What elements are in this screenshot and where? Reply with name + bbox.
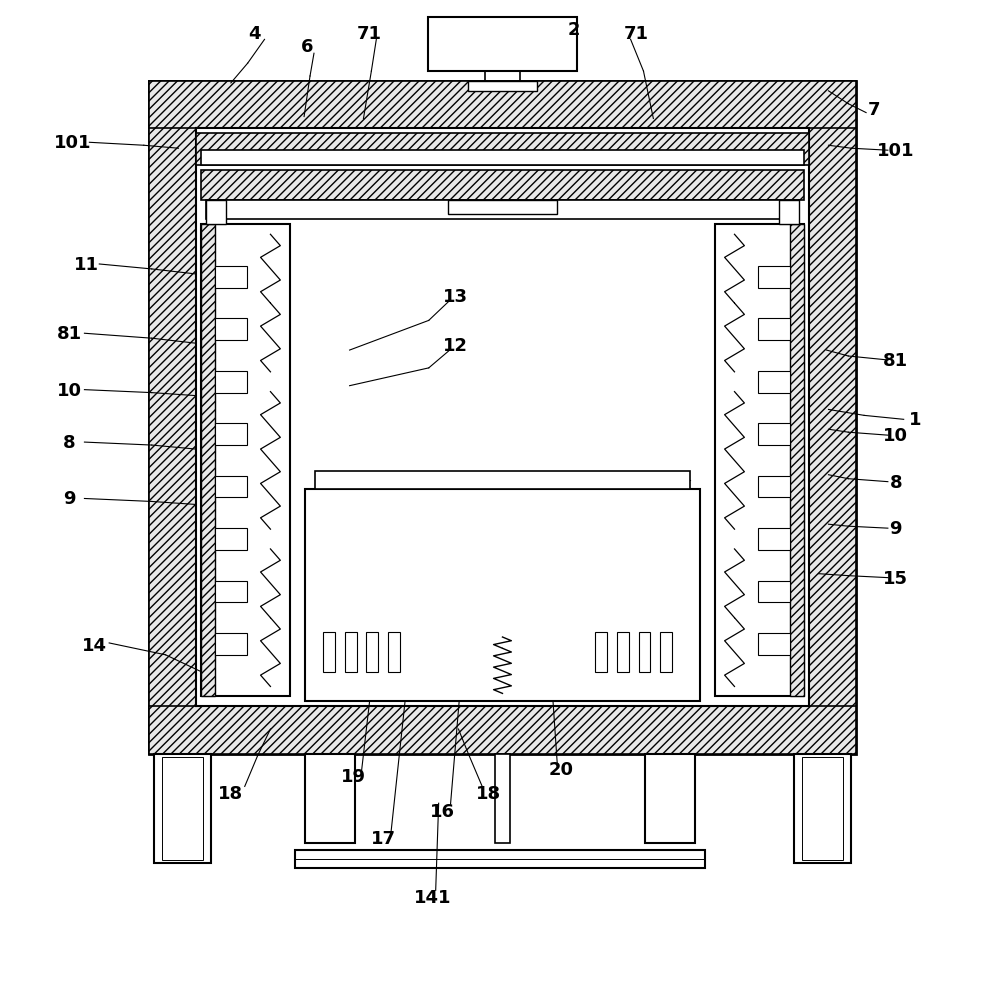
Bar xyxy=(495,754,510,843)
Bar xyxy=(617,632,629,672)
Bar xyxy=(215,581,247,602)
Bar xyxy=(715,226,804,697)
Text: 141: 141 xyxy=(414,889,451,907)
Bar xyxy=(595,632,607,672)
Text: 81: 81 xyxy=(57,325,82,343)
Text: 14: 14 xyxy=(82,636,107,654)
Bar xyxy=(639,632,650,672)
Text: 7: 7 xyxy=(868,100,880,118)
Bar xyxy=(345,632,357,672)
Bar xyxy=(388,632,400,672)
Text: 1: 1 xyxy=(909,411,922,428)
Bar xyxy=(758,476,790,498)
Bar xyxy=(758,633,790,655)
Text: 20: 20 xyxy=(549,759,574,778)
Text: 18: 18 xyxy=(218,784,243,802)
Text: 15: 15 xyxy=(883,569,908,587)
Text: 9: 9 xyxy=(890,520,902,538)
Text: 101: 101 xyxy=(54,134,91,152)
Bar xyxy=(149,707,856,754)
Bar xyxy=(201,151,804,166)
Text: 101: 101 xyxy=(877,142,915,160)
Bar xyxy=(790,226,804,697)
Text: 10: 10 xyxy=(883,426,908,444)
Bar xyxy=(206,201,799,221)
Bar xyxy=(468,82,537,91)
Text: 17: 17 xyxy=(371,829,396,847)
Bar xyxy=(305,754,355,843)
Bar xyxy=(305,489,700,702)
Bar xyxy=(215,423,247,445)
Bar xyxy=(215,529,247,551)
Bar xyxy=(809,82,856,754)
Text: 71: 71 xyxy=(624,26,649,44)
Text: 2: 2 xyxy=(568,22,580,40)
Bar xyxy=(215,319,247,341)
Bar xyxy=(758,266,790,288)
Text: 4: 4 xyxy=(248,26,261,44)
Bar xyxy=(802,757,843,860)
Text: 16: 16 xyxy=(430,802,455,820)
Text: 18: 18 xyxy=(476,784,501,802)
Text: 10: 10 xyxy=(57,382,82,400)
Bar xyxy=(215,633,247,655)
Bar xyxy=(758,319,790,341)
Text: 71: 71 xyxy=(357,26,382,44)
Bar xyxy=(201,226,215,697)
Bar xyxy=(196,134,809,166)
Text: 11: 11 xyxy=(74,255,99,273)
Bar xyxy=(645,754,695,843)
Bar xyxy=(448,201,557,215)
Bar xyxy=(201,226,290,697)
Text: 81: 81 xyxy=(883,352,908,370)
Bar xyxy=(149,82,856,754)
Text: 13: 13 xyxy=(443,287,468,305)
Bar xyxy=(149,82,196,754)
Bar xyxy=(206,201,226,226)
Bar xyxy=(215,372,247,394)
Bar xyxy=(794,754,851,863)
Bar xyxy=(323,632,335,672)
Bar xyxy=(201,171,804,201)
Bar xyxy=(428,18,577,72)
Text: 9: 9 xyxy=(63,490,76,508)
Text: 8: 8 xyxy=(889,473,902,491)
Bar xyxy=(758,529,790,551)
Bar xyxy=(315,471,690,489)
Text: 19: 19 xyxy=(341,766,366,784)
Bar xyxy=(758,581,790,602)
Text: 12: 12 xyxy=(443,337,468,355)
Bar xyxy=(758,372,790,394)
Bar xyxy=(162,757,203,860)
Bar xyxy=(660,632,672,672)
Bar xyxy=(366,632,378,672)
Bar xyxy=(215,266,247,288)
Text: 6: 6 xyxy=(301,38,313,57)
Bar xyxy=(215,476,247,498)
Bar xyxy=(758,423,790,445)
Bar xyxy=(154,754,211,863)
Text: 8: 8 xyxy=(63,433,76,451)
Bar xyxy=(295,850,705,868)
Bar xyxy=(149,82,856,129)
Bar xyxy=(779,201,799,226)
